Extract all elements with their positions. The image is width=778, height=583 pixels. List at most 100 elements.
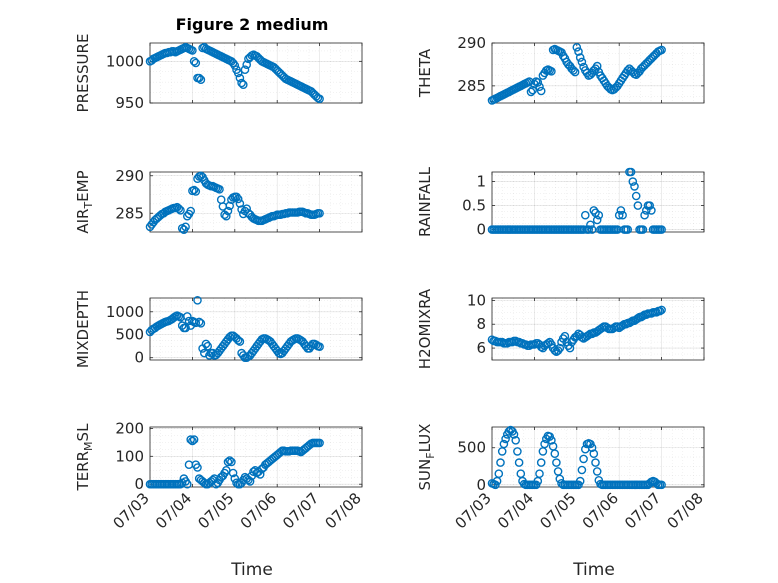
data-point <box>238 80 248 89</box>
data-point <box>577 57 587 67</box>
x-axis-label-right: Time <box>572 560 615 580</box>
data-point <box>589 206 599 215</box>
data-point <box>193 463 202 472</box>
y-tick-label: 200 <box>115 419 144 437</box>
data-point <box>233 194 243 204</box>
y-tick-label: 0.5 <box>462 197 486 215</box>
data-point <box>223 457 233 467</box>
data-point <box>570 67 580 77</box>
data-point <box>591 458 600 467</box>
data-point <box>186 206 195 216</box>
axes-box <box>149 42 363 104</box>
data-point <box>223 206 233 216</box>
data-point <box>547 435 556 445</box>
data-point <box>552 458 561 467</box>
data-point <box>182 312 192 321</box>
data-point <box>630 182 639 191</box>
data-point <box>514 458 524 467</box>
data-point <box>196 75 206 84</box>
y-tick-label: 500 <box>115 326 144 344</box>
data-point <box>581 210 590 220</box>
y-tick-label: 10 <box>467 291 486 309</box>
data-point <box>574 47 583 56</box>
series-pressure <box>145 42 324 104</box>
data-point <box>499 439 509 449</box>
data-point <box>315 94 324 104</box>
data-point <box>657 225 666 234</box>
data-point <box>638 225 648 234</box>
y-tick-label: 1000 <box>106 303 144 321</box>
data-point <box>215 184 224 194</box>
subplot-air-temp: 285 290 AIRTEMP <box>74 167 363 234</box>
series-terr-msl <box>145 435 324 489</box>
data-point <box>194 317 204 327</box>
data-point <box>526 87 536 97</box>
data-point <box>560 331 570 341</box>
data-point <box>535 469 544 479</box>
data-point <box>614 210 624 220</box>
axes-box <box>149 171 363 233</box>
data-point <box>575 476 585 486</box>
data-point <box>203 341 212 351</box>
data-point <box>496 458 505 467</box>
data-point <box>633 201 643 210</box>
data-point <box>509 430 519 439</box>
y-axis-label: MIXDEPTH <box>74 290 92 368</box>
data-point <box>186 435 195 444</box>
data-point <box>235 337 245 346</box>
data-point <box>189 435 199 444</box>
data-point <box>191 318 201 328</box>
y-axis-label: SUNFLUX <box>416 424 437 491</box>
data-point <box>592 61 602 71</box>
y-axis-label: THETA <box>416 48 434 98</box>
subplot-mixdepth: 0 500 1000 MIXDEPTH <box>74 290 363 368</box>
y-tick-label: 285 <box>457 77 486 95</box>
data-point <box>640 210 649 220</box>
data-point <box>511 435 521 445</box>
data-point <box>227 457 236 467</box>
series-sun-flux <box>487 425 666 490</box>
data-point <box>540 439 549 449</box>
data-point <box>237 78 246 88</box>
data-point <box>189 185 199 195</box>
data-point <box>550 346 560 355</box>
data-point <box>494 469 504 479</box>
data-point <box>315 342 324 352</box>
subplot-pressure: 950 1000 PRESSURE <box>74 34 363 112</box>
data-point <box>657 45 666 55</box>
data-point <box>240 65 250 74</box>
data-point <box>569 66 578 75</box>
y-tick-label: 290 <box>115 167 144 185</box>
data-point <box>623 225 633 234</box>
data-point <box>245 477 255 486</box>
data-point <box>555 343 565 353</box>
data-point <box>618 210 627 220</box>
data-point <box>193 295 202 305</box>
data-point <box>550 449 560 459</box>
data-point <box>188 436 197 446</box>
y-axis-label: AIRTEMP <box>74 170 95 233</box>
data-point <box>188 46 197 55</box>
subplot-h2omixra: 6 8 10 H2OMIXRA <box>416 288 705 369</box>
data-point <box>174 204 184 213</box>
data-point <box>553 346 563 355</box>
y-tick-label: 0 <box>476 221 486 239</box>
data-point <box>645 201 655 210</box>
data-point <box>584 225 594 234</box>
data-point <box>255 470 265 479</box>
data-point <box>182 479 192 489</box>
x-axis-label-left: Time <box>230 560 273 580</box>
series-theta <box>487 43 666 105</box>
data-point <box>242 60 251 69</box>
data-point <box>589 449 599 459</box>
data-point <box>235 199 245 208</box>
data-point <box>181 323 190 333</box>
data-point <box>655 306 665 316</box>
data-point <box>657 305 666 315</box>
data-point <box>631 191 641 201</box>
data-point <box>201 339 211 349</box>
data-point <box>221 211 231 221</box>
y-tick-label: 950 <box>115 94 144 112</box>
data-point <box>235 73 245 83</box>
figure-title: Figure 2 medium <box>176 15 329 34</box>
